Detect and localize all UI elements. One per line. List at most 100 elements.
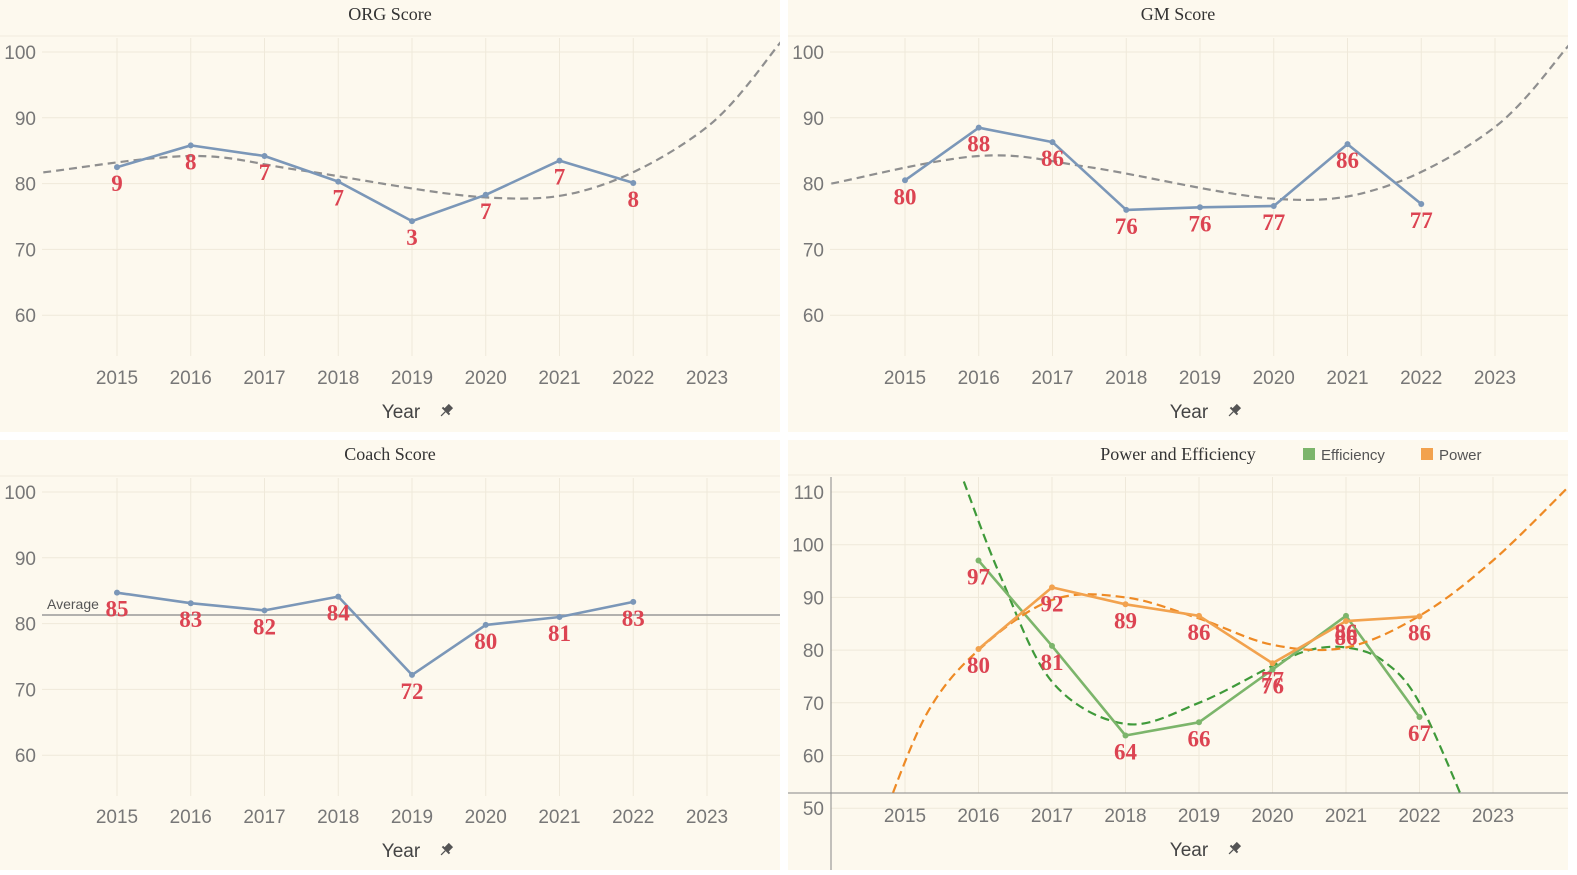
data-point xyxy=(1270,202,1277,209)
y-tick-label: 70 xyxy=(15,240,36,261)
y-tick-label: 100 xyxy=(4,483,36,504)
x-axis-title: Year xyxy=(382,841,421,862)
x-tick-label: 2019 xyxy=(1179,368,1221,389)
x-tick-label: 2021 xyxy=(538,368,580,389)
x-tick-label: 2018 xyxy=(1104,806,1146,827)
y-tick-label: 90 xyxy=(803,109,824,130)
data-label: 86 xyxy=(1188,620,1211,645)
chart-title: Coach Score xyxy=(344,444,435,464)
data-label: 77 xyxy=(1261,667,1284,692)
y-tick-label: 100 xyxy=(4,43,36,64)
x-axis-title: Year xyxy=(382,402,421,423)
data-point xyxy=(482,621,489,628)
data-label: 80 xyxy=(894,184,917,209)
data-label: 80 xyxy=(967,653,990,678)
y-tick-label: 80 xyxy=(15,615,36,636)
x-tick-label: 2020 xyxy=(1253,368,1295,389)
x-tick-label: 2016 xyxy=(170,807,212,828)
coach-score-panel: Coach Score 60 70 80 90 100 2015 2016 2017 2018 20… xyxy=(0,440,780,870)
data-label: 97 xyxy=(967,565,990,590)
data-point xyxy=(1049,642,1055,649)
data-point xyxy=(1123,206,1130,213)
data-label: 83 xyxy=(622,606,645,631)
gm-score-panel: GM Score 60 70 80 90 100 2015 2016 2017 2018 2019 2… xyxy=(788,0,1568,432)
x-tick-label: 2015 xyxy=(884,368,926,389)
data-point xyxy=(187,600,194,607)
data-label: 86 xyxy=(1408,620,1431,645)
data-label: 83 xyxy=(179,607,202,632)
data-point xyxy=(630,598,637,605)
pin-icon xyxy=(1228,841,1242,855)
x-tick-label: 2019 xyxy=(391,368,433,389)
data-label: 86 xyxy=(1335,620,1358,645)
data-point xyxy=(261,607,268,614)
data-label: 86 xyxy=(1335,625,1358,650)
legend-swatch xyxy=(1421,448,1433,460)
y-tick-label: 100 xyxy=(792,536,824,557)
data-point xyxy=(1196,719,1202,726)
data-label: 7 xyxy=(554,165,566,190)
data-label: 7 xyxy=(259,160,271,185)
x-tick-label: 2016 xyxy=(957,806,999,827)
chart-title: Power and Efficiency xyxy=(1100,444,1256,464)
data-label: 72 xyxy=(401,679,424,704)
y-tick-label: 60 xyxy=(15,306,36,327)
data-label: 3 xyxy=(406,225,418,250)
x-tick-label: 2016 xyxy=(170,368,212,389)
data-point xyxy=(1343,618,1349,625)
data-label: 84 xyxy=(327,601,351,626)
y-tick-label: 60 xyxy=(803,747,824,768)
y-tick-label: 50 xyxy=(803,799,824,820)
plot-area xyxy=(114,589,637,678)
data-point xyxy=(114,589,120,596)
power-efficiency-panel: Power and Efficiency 50 60 70 80 90 100 110 2015… xyxy=(788,440,1568,870)
x-tick-label: 2018 xyxy=(317,368,359,389)
plot-area xyxy=(43,41,780,225)
data-point xyxy=(1049,584,1055,591)
data-label: 66 xyxy=(1188,726,1211,751)
x-tick-label: 2022 xyxy=(612,807,654,828)
data-point xyxy=(1196,612,1202,619)
y-tick-label: 60 xyxy=(803,306,824,327)
data-point xyxy=(1049,139,1056,146)
x-axis-title: Year xyxy=(1170,402,1209,423)
data-point xyxy=(1418,200,1425,207)
y-tick-label: 80 xyxy=(803,641,824,662)
data-point xyxy=(975,557,982,564)
data-point xyxy=(556,614,563,621)
average-label: Average xyxy=(47,596,99,612)
data-point xyxy=(1122,601,1129,608)
x-tick-label: 2020 xyxy=(1251,806,1293,827)
chart-title: GM Score xyxy=(1141,4,1216,24)
data-point xyxy=(261,152,268,159)
plot-area xyxy=(891,481,1568,793)
x-tick-label: 2017 xyxy=(1031,806,1073,827)
x-tick-label: 2018 xyxy=(317,807,359,828)
data-label: 92 xyxy=(1041,591,1064,616)
x-tick-label: 2017 xyxy=(1031,368,1073,389)
org-score-chart: ORG Score 60 70 80 90 100 2015 2016 2017 2018 2019… xyxy=(0,4,780,423)
data-label: 82 xyxy=(253,614,276,639)
power-efficiency-chart: Power and Efficiency 50 60 70 80 90 100 110 2015… xyxy=(788,444,1568,870)
x-tick-label: 2022 xyxy=(1398,806,1440,827)
x-tick-label: 2019 xyxy=(1178,806,1220,827)
data-label: 89 xyxy=(1114,608,1137,633)
trend-line xyxy=(831,44,1568,202)
data-point xyxy=(1269,660,1276,667)
data-point xyxy=(1269,666,1276,673)
y-tick-label: 80 xyxy=(803,175,824,196)
data-label: 8 xyxy=(185,149,197,174)
y-tick-label: 60 xyxy=(15,746,36,767)
data-point xyxy=(114,164,120,171)
x-tick-label: 2016 xyxy=(958,368,1000,389)
legend-swatch xyxy=(1303,448,1315,460)
data-point xyxy=(335,178,342,185)
efficiency-trend-line xyxy=(962,481,1462,793)
data-label: 8 xyxy=(628,187,640,212)
chart-title: ORG Score xyxy=(348,4,432,24)
x-tick-label: 2015 xyxy=(884,806,926,827)
y-tick-label: 100 xyxy=(792,43,824,64)
data-label: 85 xyxy=(106,597,129,622)
data-point xyxy=(902,177,908,184)
plot-area xyxy=(831,44,1568,213)
